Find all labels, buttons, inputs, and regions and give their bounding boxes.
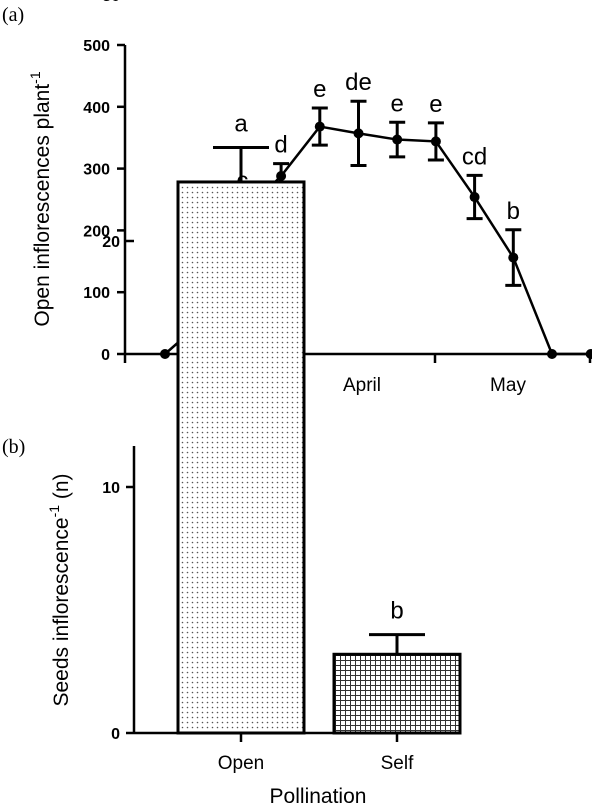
y-tick-label: 100	[83, 285, 110, 302]
significance-label: e	[391, 90, 404, 117]
bar	[332, 652, 462, 735]
y-tick-label: 20	[102, 234, 120, 251]
significance-label: cd	[462, 143, 487, 170]
data-point	[392, 134, 403, 145]
panel-a-y-axis-title: Open inflorescences plant-1	[27, 71, 54, 326]
bar	[176, 180, 306, 735]
y-tick-label: 500	[83, 38, 110, 55]
panel-a-y-ticks: 0 100 200 300 400 500	[83, 38, 125, 364]
significance-label: b	[507, 198, 520, 225]
data-point	[508, 252, 519, 263]
y-tick-label: 30	[102, 0, 120, 5]
month-label: May	[490, 375, 526, 396]
panel-a-label: (a)	[2, 4, 24, 26]
y-tick-label: 300	[83, 162, 110, 179]
significance-label: d	[274, 132, 287, 159]
data-point	[160, 349, 170, 359]
y-tick-label: 10	[102, 480, 120, 497]
panel-b-y-ticks: 0 10 20 30	[102, 0, 134, 743]
y-tick-label: 200	[83, 223, 110, 240]
panel-b: (b) 0 10 20 30 a Open b Self Seeds inflorescen…	[2, 0, 462, 807]
panel-b-bars: a Open b Self	[176, 111, 462, 774]
significance-label: e	[429, 91, 442, 118]
data-point	[547, 349, 557, 359]
significance-label: de	[345, 69, 372, 96]
category-label: Self	[381, 753, 414, 774]
y-tick-label: 400	[83, 100, 110, 117]
data-point	[276, 171, 287, 182]
significance-label: e	[313, 76, 326, 103]
data-point	[353, 128, 364, 139]
significance-label: a	[234, 111, 248, 138]
panel-b-x-axis-title: Pollination	[270, 785, 367, 807]
panel-b-y-axis-title: Seeds inflorescence-1 (n)	[46, 473, 73, 706]
significance-label: b	[390, 598, 403, 625]
y-tick-label: 0	[101, 347, 110, 364]
panel-b-label: (b)	[2, 436, 25, 458]
data-point	[469, 192, 480, 203]
data-point	[430, 136, 441, 147]
data-point	[585, 349, 592, 359]
category-label: Open	[218, 753, 264, 774]
y-tick-label: 0	[111, 726, 120, 743]
data-point	[314, 121, 325, 132]
month-label: April	[343, 375, 381, 396]
